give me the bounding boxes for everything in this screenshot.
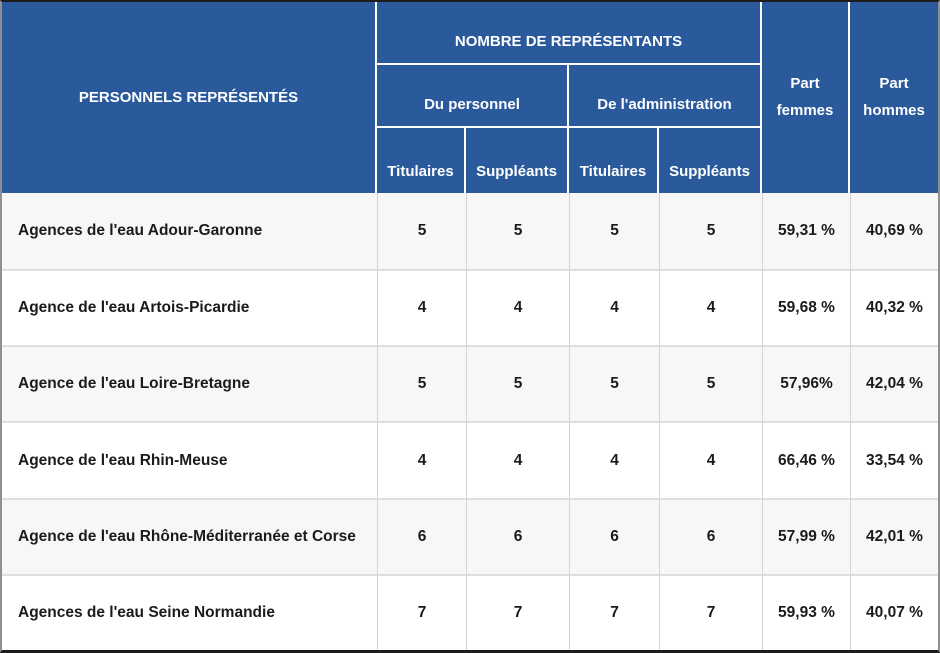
cell-personnel-titulaires: 4 [377, 269, 466, 346]
cell-admin-titulaires: 5 [569, 193, 659, 270]
row-label: Agence de l'eau Rhône-Méditerranée et Co… [2, 497, 377, 574]
cell-part-hommes: 40,32 % [850, 269, 938, 346]
cell-part-femmes: 57,96% [762, 345, 850, 422]
cell-part-hommes: 40,07 % [850, 573, 938, 650]
table-row: Agence de l'eau Rhin-Meuse 4 4 4 4 66,46… [2, 421, 938, 498]
cell-admin-titulaires: 4 [569, 269, 659, 346]
header-nombre-representants: NOMBRE DE REPRÉSENTANTS [377, 2, 762, 65]
cell-admin-suppleants: 6 [659, 497, 762, 574]
cell-personnel-suppleants: 5 [466, 345, 569, 422]
table-row: Agences de l'eau Adour-Garonne 5 5 5 5 5… [2, 193, 938, 270]
cell-admin-suppleants: 5 [659, 193, 762, 270]
cell-part-femmes: 59,31 % [762, 193, 850, 270]
header-titulaires-administration: Titulaires [569, 128, 659, 193]
header-du-personnel: Du personnel [377, 65, 569, 128]
row-label: Agences de l'eau Adour-Garonne [2, 193, 377, 270]
cell-personnel-titulaires: 4 [377, 421, 466, 498]
header-part-hommes: Part hommes [850, 2, 938, 193]
header-suppleants-personnel: Suppléants [466, 128, 569, 193]
cell-part-femmes: 66,46 % [762, 421, 850, 498]
table-row: Agence de l'eau Rhône-Méditerranée et Co… [2, 497, 938, 574]
cell-part-femmes: 59,93 % [762, 573, 850, 650]
cell-personnel-titulaires: 5 [377, 193, 466, 270]
cell-personnel-titulaires: 6 [377, 497, 466, 574]
row-label: Agence de l'eau Artois-Picardie [2, 269, 377, 346]
header-personnels-representes: PERSONNELS REPRÉSENTÉS [2, 2, 377, 193]
cell-admin-suppleants: 4 [659, 269, 762, 346]
table-body: Agences de l'eau Adour-Garonne 5 5 5 5 5… [2, 193, 938, 650]
table-header: PERSONNELS REPRÉSENTÉS NOMBRE DE REPRÉSE… [2, 2, 938, 193]
header-de-administration: De l'administration [569, 65, 762, 128]
cell-part-hommes: 42,01 % [850, 497, 938, 574]
cell-personnel-suppleants: 4 [466, 421, 569, 498]
row-label: Agence de l'eau Rhin-Meuse [2, 421, 377, 498]
row-label: Agence de l'eau Loire-Bretagne [2, 345, 377, 422]
header-part-femmes: Part femmes [762, 2, 850, 193]
cell-part-hommes: 33,54 % [850, 421, 938, 498]
cell-personnel-titulaires: 5 [377, 345, 466, 422]
cell-admin-titulaires: 5 [569, 345, 659, 422]
cell-admin-suppleants: 4 [659, 421, 762, 498]
table-row: Agence de l'eau Loire-Bretagne 5 5 5 5 5… [2, 345, 938, 422]
table-row: Agences de l'eau Seine Normandie 7 7 7 7… [2, 573, 938, 650]
cell-part-femmes: 57,99 % [762, 497, 850, 574]
cell-personnel-suppleants: 4 [466, 269, 569, 346]
cell-personnel-suppleants: 5 [466, 193, 569, 270]
header-titulaires-personnel: Titulaires [377, 128, 466, 193]
cell-admin-suppleants: 7 [659, 573, 762, 650]
cell-personnel-suppleants: 6 [466, 497, 569, 574]
cell-admin-titulaires: 4 [569, 421, 659, 498]
cell-personnel-titulaires: 7 [377, 573, 466, 650]
cell-part-hommes: 40,69 % [850, 193, 938, 270]
cell-admin-titulaires: 6 [569, 497, 659, 574]
cell-admin-suppleants: 5 [659, 345, 762, 422]
header-suppleants-administration: Suppléants [659, 128, 762, 193]
cell-personnel-suppleants: 7 [466, 573, 569, 650]
cell-part-femmes: 59,68 % [762, 269, 850, 346]
table-row: Agence de l'eau Artois-Picardie 4 4 4 4 … [2, 269, 938, 346]
cell-admin-titulaires: 7 [569, 573, 659, 650]
row-label: Agences de l'eau Seine Normandie [2, 573, 377, 650]
cell-part-hommes: 42,04 % [850, 345, 938, 422]
